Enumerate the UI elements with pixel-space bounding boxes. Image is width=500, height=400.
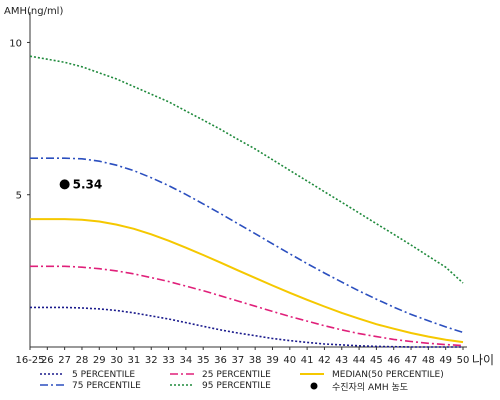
x-tick-label: 28 xyxy=(76,355,89,366)
legend-label: 5 PERCENTILE xyxy=(72,370,135,380)
x-tick-label: 37 xyxy=(231,355,244,366)
x-tick-label: 16-25 xyxy=(15,355,44,366)
patient-point-group: 5.34 xyxy=(59,177,103,191)
x-axis-label: 나이 xyxy=(472,353,494,367)
x-tick-label: 33 xyxy=(162,355,175,366)
x-tick-label: 35 xyxy=(197,355,210,366)
legend-label: 수진자의 AMH 농도 xyxy=(332,382,408,393)
x-tick-label: 34 xyxy=(180,355,193,366)
x-tick-label: 31 xyxy=(128,355,141,366)
x-tick-label: 43 xyxy=(335,355,348,366)
series-line xyxy=(30,218,464,344)
x-tick-label: 36 xyxy=(214,355,227,366)
legend-label: 25 PERCENTILE xyxy=(202,370,271,380)
y-tick-label: 10 xyxy=(9,38,22,49)
x-tick-label: 30 xyxy=(110,355,123,366)
legend-point-swatch xyxy=(310,382,318,390)
x-tick-label: 26 xyxy=(41,355,54,366)
y-axis-label: AMH(ng/ml) xyxy=(4,6,63,17)
series-line xyxy=(30,157,464,334)
x-tick-label: 44 xyxy=(353,355,366,366)
x-tick-label: 41 xyxy=(301,355,314,366)
x-tick-label: 32 xyxy=(145,355,158,366)
patient-point xyxy=(59,179,70,190)
legend: 5 PERCENTILE 25 PERCENTILE MEDIAN(50 PERCE… xyxy=(40,370,444,393)
x-tick-label: 50 xyxy=(457,355,470,366)
x-tick-label: 46 xyxy=(387,355,400,366)
x-tick-label: 27 xyxy=(58,355,71,366)
x-tick-label: 45 xyxy=(370,355,383,366)
x-tick-label: 29 xyxy=(93,355,106,366)
x-tick-label: 47 xyxy=(405,355,418,366)
series-lines xyxy=(29,55,464,348)
series-line xyxy=(30,265,464,347)
y-tick-label: 5 xyxy=(16,191,22,202)
series-line xyxy=(30,306,463,348)
x-tick-label: 48 xyxy=(422,355,435,366)
x-tick-label: 40 xyxy=(283,355,296,366)
series-line xyxy=(29,55,464,284)
legend-label: 75 PERCENTILE xyxy=(72,381,141,391)
legend-label: 95 PERCENTILE xyxy=(202,381,271,391)
x-tick-label: 38 xyxy=(249,355,262,366)
x-tick-label: 42 xyxy=(318,355,331,366)
x-tick-label: 49 xyxy=(439,355,452,366)
patient-point-label: 5.34 xyxy=(73,177,103,191)
x-tick-label: 39 xyxy=(266,355,279,366)
legend-label: MEDIAN(50 PERCENTILE) xyxy=(332,370,444,380)
